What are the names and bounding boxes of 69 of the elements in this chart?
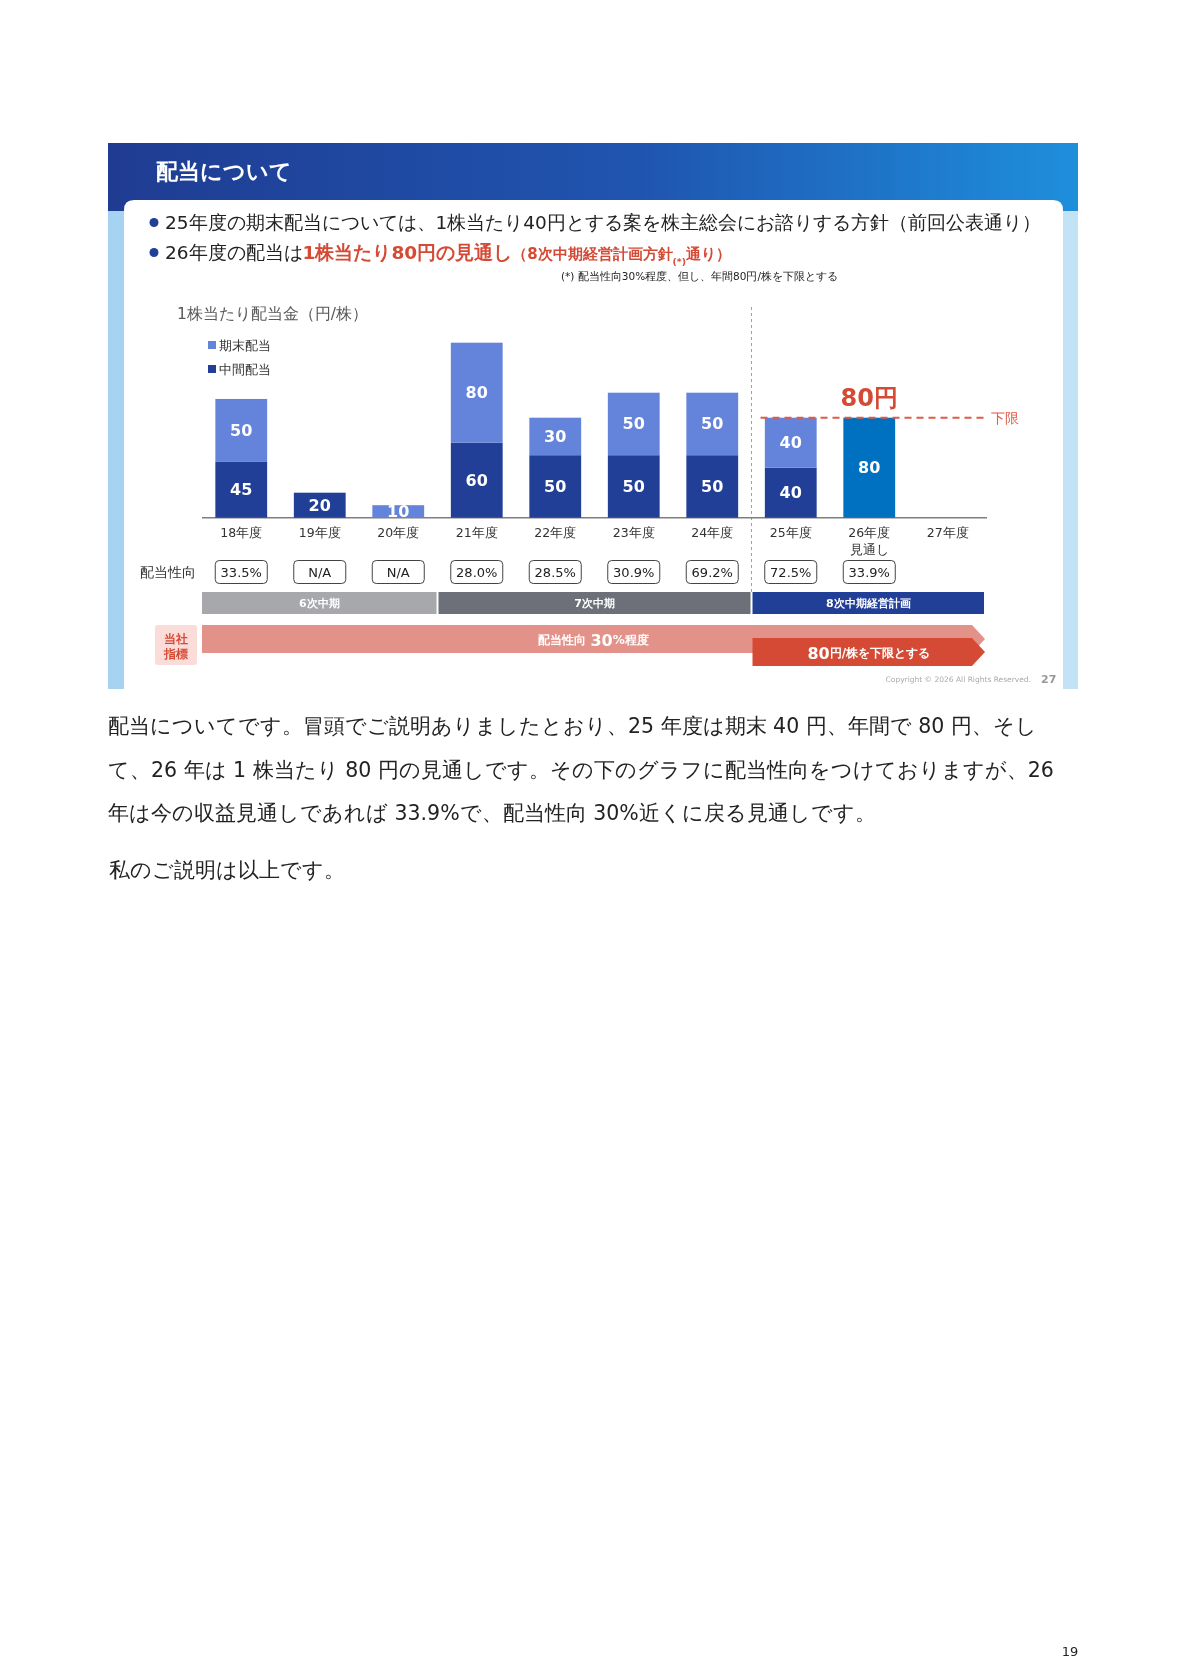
data-label: 30 (544, 426, 567, 446)
x-tick-label: 20年度 (377, 525, 420, 540)
bar (529, 455, 582, 518)
text: 8次中期経営計画 (825, 596, 911, 610)
bar (764, 417, 817, 468)
bar (607, 392, 660, 456)
text: 28.0% (456, 564, 498, 580)
bar (686, 392, 739, 456)
text: （8次中期経営計画方針$_{(*)}$通り） (512, 245, 731, 267)
bar (215, 398, 268, 462)
bar (607, 455, 660, 518)
data-label: 50 (544, 476, 567, 496)
bar (450, 342, 503, 443)
text: 1株当たり80円の見通し (302, 242, 513, 263)
x-tick-label: 22年度 (534, 525, 577, 540)
x-tick-label: 25年度 (769, 525, 812, 540)
text: 配当性向 30%程度 (538, 630, 649, 650)
data-label: 80 (858, 458, 881, 478)
data-label: 50 (622, 476, 645, 496)
text: 配当についてです。冒頭でご説明ありましたとおり、25 年度は期末 40 円、年間で 80 円、そして、26 年は 1 株当たり 80 円の見通しです。その下のグラフに配当性向をつけておりますが、26 年は今の収益見通しであれば 33.9%で、配当性向 30%近くに戻る見通しです。 (108, 713, 1054, 827)
chart-title: 配当について (156, 158, 292, 184)
text: 72.5% (770, 564, 812, 580)
text: 19 (1061, 1644, 1079, 1659)
data-label: 60 (465, 470, 488, 490)
text: N/A (386, 564, 410, 580)
data-label: 50 (701, 414, 724, 434)
x-tick-label: 24年度 (691, 525, 734, 540)
bar (529, 417, 582, 456)
data-label: 45 (230, 480, 253, 500)
text: 当社指標 (163, 632, 188, 661)
text: 26年度の配当は (165, 242, 303, 263)
ref-line-label: 下限 (991, 409, 1019, 426)
bar (215, 461, 268, 518)
legend-label: 期末配当 (219, 337, 271, 353)
text: 25年度の期末配当については、1株当たり40円とする案を株主総会にお諮りする方針（前回公表通り） (165, 212, 1041, 233)
data-label: 80 (465, 383, 488, 403)
text: 28.5% (534, 564, 576, 580)
data-label: 20 (308, 495, 331, 515)
text: N/A (308, 564, 332, 580)
data-label: 50 (622, 414, 645, 434)
data-label: 50 (701, 476, 724, 496)
bar (686, 455, 739, 518)
x-tick-label: 19年度 (298, 525, 341, 540)
text: 6次中期 (298, 596, 340, 610)
bar (450, 442, 503, 518)
annotation: 80円 (840, 383, 898, 412)
text: 7次中期 (574, 596, 615, 610)
x-tick-label: 18年度 (220, 525, 263, 540)
y-axis-title: 1株当たり配当金（円/株） (177, 305, 369, 323)
bar (764, 467, 817, 518)
text: 80円/株を下限とする (807, 643, 931, 663)
text: 配当性向 (140, 564, 196, 580)
data-label: 40 (779, 433, 802, 453)
text: 30.9% (613, 564, 655, 580)
text: 69.2% (691, 564, 733, 580)
text: (*) 配当性向30%程度、但し、年間80円/株を下限とする (561, 270, 839, 283)
text: 33.5% (220, 564, 262, 580)
data-label: 40 (779, 483, 802, 503)
data-label: 10 (387, 501, 410, 521)
x-tick-label: 23年度 (612, 525, 655, 540)
x-tick-label: 26年度見通し (848, 525, 891, 557)
legend-label: 中間配当 (219, 361, 271, 377)
x-tick-label: 27年度 (926, 525, 969, 540)
text: 33.9% (848, 564, 890, 580)
data-label: 50 (230, 420, 253, 440)
x-tick-label: 21年度 (455, 525, 498, 540)
text: 27 (1041, 673, 1057, 686)
bar (843, 417, 896, 518)
text: 私のご説明は以上です。 (109, 858, 345, 882)
